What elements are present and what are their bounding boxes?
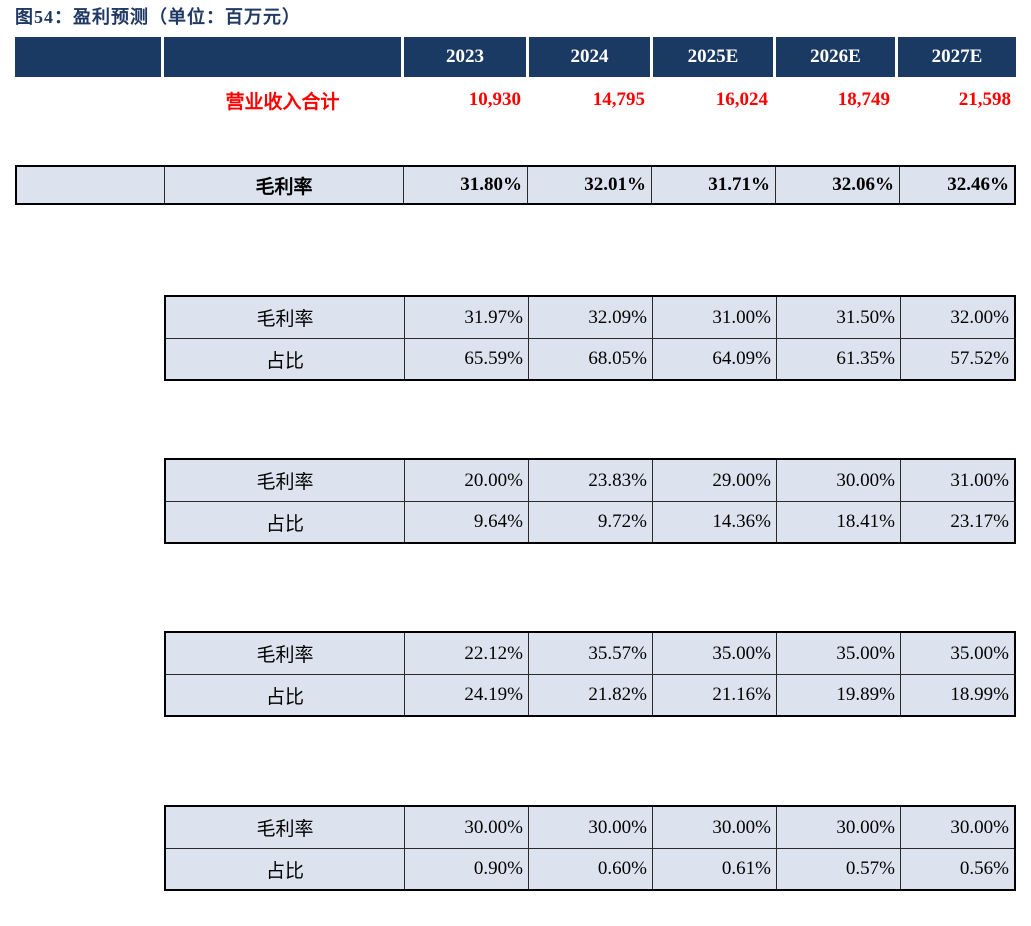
gross-margin-value: 31.00% (652, 297, 776, 338)
share-value: 23.17% (900, 502, 1014, 542)
table-row: 毛利率 22.12% 35.57% 35.00% 35.00% 35.00% (166, 633, 1014, 674)
share-value: 14.36% (652, 502, 776, 542)
table-row: 占比 0.90% 0.60% 0.61% 0.57% 0.56% (166, 848, 1014, 889)
gross-margin-value: 32.00% (900, 297, 1014, 338)
segment-table-1: 毛利率 31.97% 32.09% 31.00% 31.50% 32.00% 占… (164, 295, 1016, 381)
gross-margin-value: 30.00% (900, 807, 1014, 848)
table-row: 毛利率 20.00% 23.83% 29.00% 30.00% 31.00% (166, 460, 1014, 501)
overall-gross-margin-row: 毛利率 31.80% 32.01% 31.71% 32.06% 32.46% (15, 165, 1016, 205)
summary-value: 32.46% (899, 167, 1014, 203)
table-row: 毛利率 30.00% 30.00% 30.00% 30.00% 30.00% (166, 807, 1014, 848)
row-label: 毛利率 (256, 645, 314, 666)
share-value: 19.89% (776, 675, 900, 715)
row-label: 占比 (265, 860, 304, 882)
summary-value: 31.80% (403, 167, 527, 203)
row-label: 占比 (265, 686, 304, 708)
row-label: 占比 (265, 513, 304, 535)
share-value: 0.57% (776, 849, 900, 889)
row-label: 占比 (265, 350, 304, 372)
revenue-value: 18,749 (837, 89, 890, 110)
revenue-value: 16,024 (715, 89, 768, 110)
revenue-value: 10,930 (468, 89, 521, 110)
share-value: 0.90% (404, 849, 528, 889)
share-value: 21.82% (528, 675, 652, 715)
summary-value: 31.71% (651, 167, 775, 203)
summary-value: 32.01% (527, 167, 651, 203)
share-value: 21.16% (652, 675, 776, 715)
segment-table-4: 毛利率 30.00% 30.00% 30.00% 30.00% 30.00% 占… (164, 805, 1016, 891)
gross-margin-value: 32.09% (528, 297, 652, 338)
revenue-value: 14,795 (592, 89, 645, 110)
gross-margin-value: 31.50% (776, 297, 900, 338)
share-value: 0.56% (900, 849, 1014, 889)
gross-margin-value: 31.97% (404, 297, 528, 338)
year-header: 2025E (653, 37, 773, 77)
header-cell-blank-2 (164, 37, 401, 77)
header-cell-blank-1 (15, 37, 161, 77)
gross-margin-value: 35.00% (900, 633, 1014, 674)
gross-margin-value: 23.83% (528, 460, 652, 501)
segment-table-2: 毛利率 20.00% 23.83% 29.00% 30.00% 31.00% 占… (164, 458, 1016, 544)
gross-margin-value: 35.00% (776, 633, 900, 674)
revenue-spacer (15, 79, 161, 121)
gross-margin-value: 31.00% (900, 460, 1014, 501)
table-row: 占比 9.64% 9.72% 14.36% 18.41% 23.17% (166, 501, 1014, 542)
gross-margin-value: 35.00% (652, 633, 776, 674)
table-row: 占比 65.59% 68.05% 64.09% 61.35% 57.52% (166, 338, 1014, 379)
share-value: 61.35% (776, 339, 900, 379)
gross-margin-value: 30.00% (528, 807, 652, 848)
gross-margin-value: 29.00% (652, 460, 776, 501)
gross-margin-value: 30.00% (652, 807, 776, 848)
share-value: 9.64% (404, 502, 528, 542)
share-value: 57.52% (900, 339, 1014, 379)
revenue-label: 营业收入合计 (225, 91, 340, 113)
summary-value: 32.06% (775, 167, 899, 203)
revenue-value: 21,598 (958, 89, 1011, 110)
year-header: 2024 (529, 37, 650, 77)
summary-label: 毛利率 (164, 167, 403, 203)
year-header: 2026E (776, 37, 895, 77)
year-header: 2023 (404, 37, 526, 77)
segment-table-3: 毛利率 22.12% 35.57% 35.00% 35.00% 35.00% 占… (164, 631, 1016, 717)
share-value: 0.61% (652, 849, 776, 889)
share-value: 65.59% (404, 339, 528, 379)
row-label: 毛利率 (256, 472, 314, 493)
share-value: 18.99% (900, 675, 1014, 715)
table-header-row: 2023 2024 2025E 2026E 2027E (15, 37, 1016, 77)
share-value: 18.41% (776, 502, 900, 542)
gross-margin-value: 30.00% (404, 807, 528, 848)
share-value: 9.72% (528, 502, 652, 542)
row-label: 毛利率 (256, 819, 314, 840)
share-value: 0.60% (528, 849, 652, 889)
summary-spacer (17, 167, 164, 203)
revenue-total-row: 营业收入合计 10,930 14,795 16,024 18,749 21,59… (15, 79, 1016, 121)
gross-margin-value: 35.57% (528, 633, 652, 674)
share-value: 68.05% (528, 339, 652, 379)
gross-margin-value: 30.00% (776, 807, 900, 848)
gross-margin-value: 20.00% (404, 460, 528, 501)
row-label: 毛利率 (256, 309, 314, 330)
share-value: 24.19% (404, 675, 528, 715)
share-value: 64.09% (652, 339, 776, 379)
year-header: 2027E (898, 37, 1016, 77)
figure-title: 图54：盈利预测（单位：百万元） (15, 7, 301, 27)
table-row: 占比 24.19% 21.82% 21.16% 19.89% 18.99% (166, 674, 1014, 715)
gross-margin-value: 22.12% (404, 633, 528, 674)
gross-margin-value: 30.00% (776, 460, 900, 501)
table-row: 毛利率 31.97% 32.09% 31.00% 31.50% 32.00% (166, 297, 1014, 338)
